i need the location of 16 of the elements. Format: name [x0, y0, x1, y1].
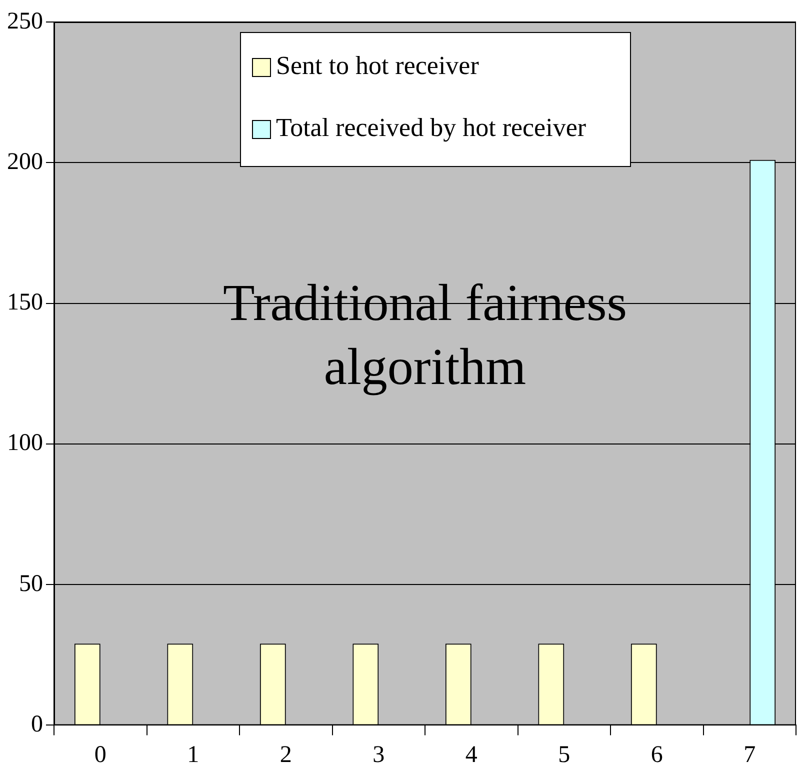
legend-label: Total received by hot receiver [276, 112, 586, 142]
x-tick-label: 5 [558, 742, 570, 768]
y-tick-label: 150 [7, 290, 43, 316]
x-tick-label: 2 [280, 742, 292, 768]
x-tick-label: 4 [465, 742, 478, 768]
y-tick-label: 50 [19, 570, 43, 597]
y-tick-label: 0 [31, 711, 43, 738]
y-tick-label: 100 [7, 430, 43, 456]
x-tick-label: 6 [650, 742, 663, 768]
x-tick-label: 3 [372, 742, 385, 768]
x-tick-label: 0 [94, 742, 106, 768]
y-tick-label: 250 [7, 8, 43, 34]
legend-label: Sent to hot receiver [276, 50, 480, 80]
y-tick-label: 200 [7, 148, 43, 175]
x-tick-label: 1 [187, 742, 200, 768]
x-tick-label: 7 [744, 742, 756, 768]
